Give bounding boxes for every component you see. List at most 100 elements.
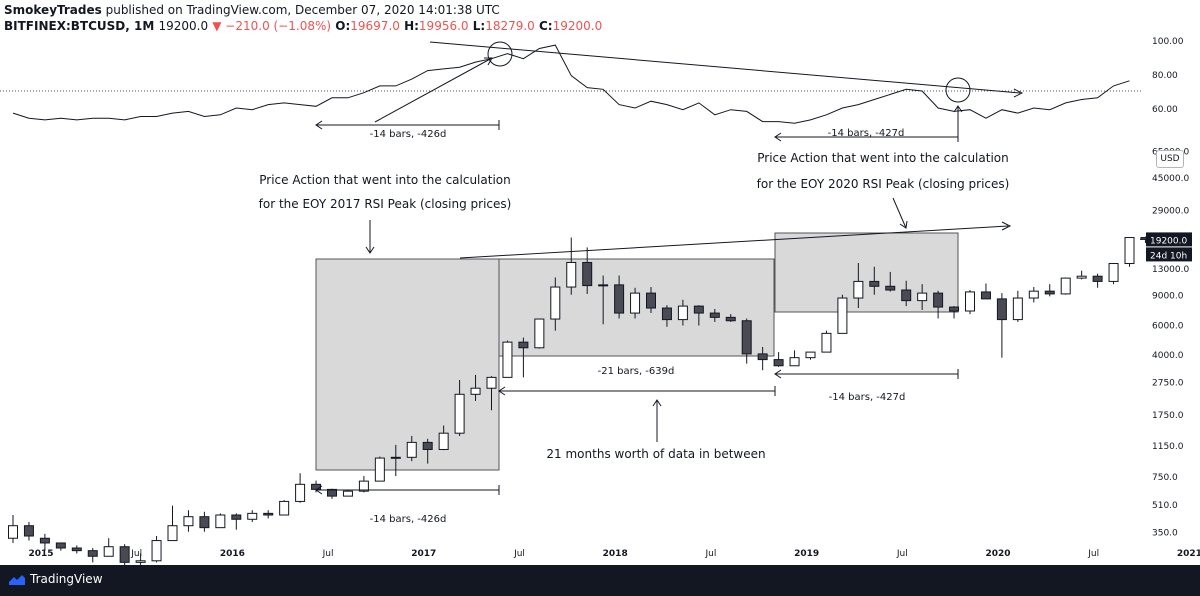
rsi-axis-tick: 80.00 bbox=[1152, 71, 1178, 81]
chart-canvas[interactable]: -14 bars, -426d -14 bars, -427d Price Acti… bbox=[0, 0, 1200, 565]
candle-body bbox=[709, 312, 720, 318]
close-label: C: bbox=[539, 19, 553, 33]
annot-2020-arrowhead bbox=[899, 220, 908, 229]
price-axis-tick: 4000.0 bbox=[1152, 351, 1184, 361]
candle-body bbox=[167, 525, 178, 542]
x-axis-tick: Jul bbox=[896, 549, 908, 559]
low-value: 18279.0 bbox=[485, 19, 535, 33]
candle-body bbox=[199, 516, 210, 529]
price-axis-tick: 29000.0 bbox=[1152, 206, 1189, 216]
x-axis-tick: 2018 bbox=[603, 549, 628, 559]
footer-brand[interactable]: TradingView bbox=[30, 572, 103, 586]
candle-body bbox=[1108, 263, 1119, 282]
candle-body bbox=[183, 516, 194, 527]
candle-body bbox=[39, 537, 50, 544]
candle-body bbox=[1044, 290, 1055, 295]
candle-body bbox=[87, 550, 98, 557]
candle-body bbox=[438, 432, 449, 450]
open-label: O: bbox=[335, 19, 351, 33]
candle-body bbox=[550, 286, 561, 320]
price-axis-tick: 750.0 bbox=[1152, 473, 1178, 483]
candle-body bbox=[311, 483, 322, 490]
annot-2017-line2: for the EOY 2017 RSI Peak (closing price… bbox=[259, 197, 512, 211]
publish-line: SmokeyTrades published on TradingView.co… bbox=[4, 2, 1004, 18]
candle-body bbox=[374, 457, 385, 482]
price-axis-tick: 1150.0 bbox=[1152, 442, 1184, 452]
candle-body bbox=[677, 305, 688, 321]
candle-body bbox=[630, 292, 641, 314]
tradingview-logo-icon[interactable] bbox=[8, 572, 26, 586]
candle-body bbox=[566, 261, 577, 288]
published-text: published on TradingView.com, December 0… bbox=[105, 3, 500, 17]
author-name[interactable]: SmokeyTrades bbox=[4, 3, 102, 17]
candle-body bbox=[614, 284, 625, 314]
candle-body bbox=[119, 546, 130, 563]
candle-body bbox=[598, 284, 609, 287]
candle-body bbox=[869, 280, 880, 287]
annot-2017-line1: Price Action that went into the calculat… bbox=[259, 173, 510, 187]
candle-body bbox=[422, 441, 433, 450]
candle-body bbox=[454, 393, 465, 434]
box-2020-rsi-window bbox=[774, 232, 959, 313]
x-axis-tick: 2021 bbox=[1177, 549, 1200, 559]
x-axis-tick: 2019 bbox=[794, 549, 819, 559]
rsi-trendline bbox=[429, 41, 1021, 94]
candle-body bbox=[837, 297, 848, 334]
candle-body bbox=[885, 285, 896, 291]
rsi-peak-2020-circle bbox=[945, 77, 971, 103]
last-price-tag-text: 19200.0 bbox=[1150, 236, 1187, 246]
rsi-trendline-arrow bbox=[1013, 88, 1024, 98]
candle-body bbox=[821, 332, 832, 353]
price-axis-tick: 1750.0 bbox=[1152, 411, 1184, 421]
candle-body bbox=[103, 546, 114, 557]
price-range-2020-arrowhead bbox=[774, 369, 782, 379]
footer-bar: TradingView bbox=[0, 565, 1200, 596]
range-21-months-arrowhead bbox=[498, 386, 506, 396]
bars-21-label: -21 bars, -639d bbox=[598, 366, 675, 377]
rsi-range-2017-label: -14 bars, -426d bbox=[370, 129, 447, 140]
candle-body bbox=[741, 320, 752, 355]
x-axis-tick: Jul bbox=[1087, 549, 1099, 559]
candle-body bbox=[135, 560, 146, 563]
symbol-label[interactable]: BITFINEX:BTCUSD, 1M bbox=[4, 19, 155, 33]
currency-badge[interactable]: USD bbox=[1156, 150, 1184, 168]
price-axis-tick: 510.0 bbox=[1152, 501, 1178, 511]
annot-2020-arrow bbox=[892, 197, 907, 229]
candle-body bbox=[693, 305, 704, 314]
open-value: 19697.0 bbox=[350, 19, 400, 33]
rsi-peak-2017-arrow bbox=[374, 57, 493, 123]
box-2017-rsi-window bbox=[315, 258, 500, 471]
candle-body bbox=[773, 359, 784, 367]
candle-body bbox=[1012, 297, 1023, 321]
price-change: ▼ −210.0 (−1.08%) bbox=[212, 19, 332, 33]
candle-body bbox=[534, 318, 545, 349]
rsi-range-2020-arrowhead bbox=[774, 132, 782, 142]
x-axis-tick: 2017 bbox=[411, 549, 436, 559]
candle-body bbox=[949, 306, 960, 312]
candle-body bbox=[390, 456, 401, 459]
candle-body bbox=[406, 441, 417, 458]
low-label: L: bbox=[472, 19, 486, 33]
candle-body bbox=[263, 512, 274, 516]
candle-body bbox=[1028, 290, 1039, 299]
candle-body bbox=[231, 514, 242, 520]
rsi-peak-2017-arrowhead bbox=[484, 57, 493, 66]
high-label: H: bbox=[404, 19, 419, 33]
candle-body bbox=[805, 351, 816, 359]
candle-body bbox=[1092, 275, 1103, 282]
candle-body bbox=[901, 289, 912, 302]
annot-2017-arrowhead bbox=[365, 246, 375, 254]
ohlc-line: BITFINEX:BTCUSD, 1M 19200.0 ▼ −210.0 (−1… bbox=[4, 18, 1004, 34]
candle-body bbox=[55, 542, 66, 549]
rsi-axis-tick: 100.00 bbox=[1152, 37, 1184, 47]
between-label: 21 months worth of data in between bbox=[546, 447, 765, 461]
candle-body bbox=[279, 500, 290, 516]
candle-body bbox=[518, 341, 529, 349]
candle-body bbox=[247, 512, 258, 520]
countdown-tag bbox=[1146, 247, 1192, 262]
price-range-2017-label: -14 bars, -426d bbox=[370, 514, 447, 525]
price-trendline bbox=[459, 225, 1009, 259]
candle-body bbox=[295, 483, 306, 502]
rsi-peak-2020-arrowhead bbox=[953, 105, 963, 113]
candle-body bbox=[646, 292, 656, 309]
